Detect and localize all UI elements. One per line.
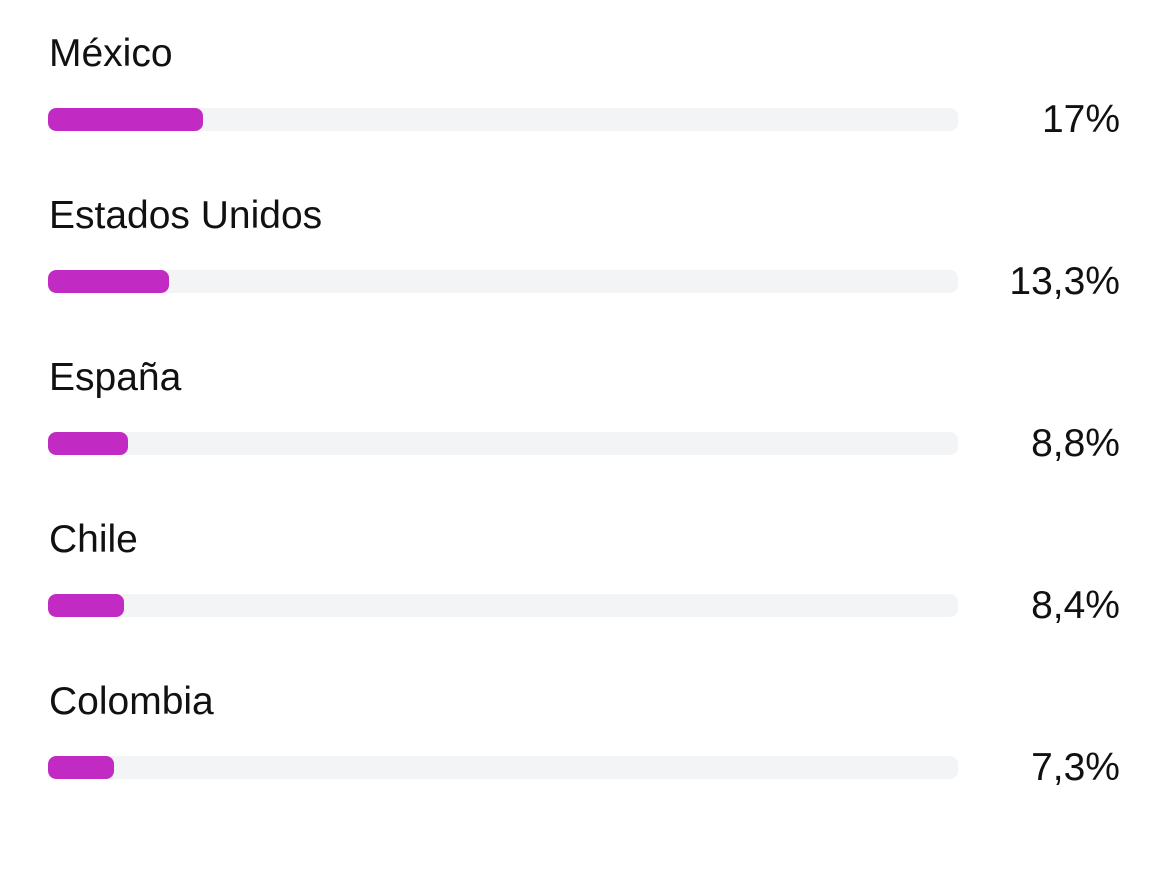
list-item: México 17% bbox=[48, 28, 1120, 190]
progress-track bbox=[48, 432, 958, 455]
progress-track bbox=[48, 270, 958, 293]
percent-value: 13,3% bbox=[1009, 260, 1120, 303]
percent-value: 17% bbox=[1041, 98, 1120, 141]
progress-track bbox=[48, 756, 958, 779]
list-item: Colombia 7,3% bbox=[48, 676, 1120, 838]
country-name: Colombia bbox=[49, 680, 214, 723]
country-name: España bbox=[49, 356, 182, 399]
country-name: Chile bbox=[49, 518, 138, 561]
progress-fill bbox=[48, 270, 170, 293]
progress-track bbox=[48, 594, 958, 617]
progress-fill bbox=[48, 432, 129, 455]
percent-value: 8,8% bbox=[1031, 422, 1120, 465]
country-name: México bbox=[49, 32, 173, 75]
progress-fill bbox=[48, 594, 125, 617]
percent-value: 7,3% bbox=[1031, 746, 1120, 789]
list-item: Chile 8,4% bbox=[48, 514, 1120, 676]
progress-fill bbox=[48, 108, 203, 131]
list-item: España 8,8% bbox=[48, 352, 1120, 514]
list-item: Estados Unidos 13,3% bbox=[48, 190, 1120, 352]
progress-track bbox=[48, 108, 958, 131]
country-audience-list: México 17% Estados Unidos 13,3% España 8… bbox=[48, 28, 1120, 838]
country-name: Estados Unidos bbox=[49, 194, 323, 237]
progress-fill bbox=[48, 756, 115, 779]
percent-value: 8,4% bbox=[1031, 584, 1120, 627]
